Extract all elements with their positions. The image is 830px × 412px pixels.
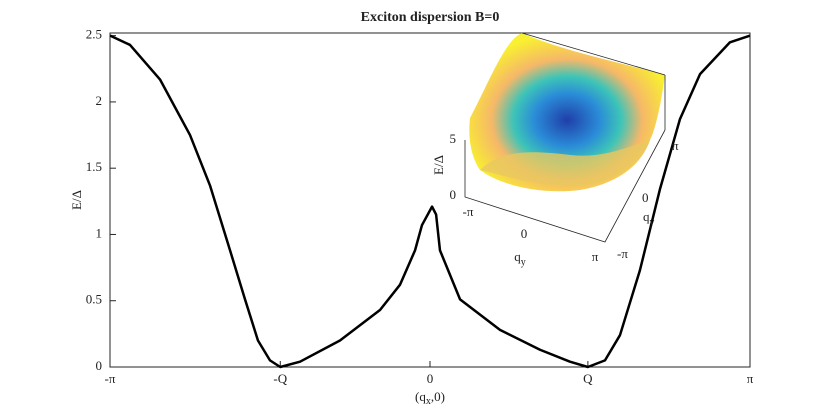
inset-z-tick: 5 (450, 131, 457, 146)
y-tick-label: 1 (96, 225, 103, 240)
y-tick-label: 2 (96, 93, 103, 108)
inset-z-tick: 0 (450, 187, 457, 202)
chart-title: Exciton dispersion B=0 (361, 10, 500, 25)
inset-label-sub: y (650, 217, 655, 228)
y-axis-label: E/Δ (69, 190, 84, 210)
inset-label-part: q (643, 209, 650, 224)
inset-front-tick: -π (463, 204, 474, 219)
inset-front-tick: 0 (521, 226, 528, 241)
inset-label-sub: y (521, 257, 526, 268)
x-tick-label: 0 (427, 371, 434, 386)
inset-side-tick: -π (617, 246, 628, 261)
inset-surface-edge (480, 140, 650, 186)
y-tick-label: 0 (96, 358, 103, 373)
x-axis-label-part: ,0) (431, 389, 445, 404)
inset-front-tick: π (592, 249, 599, 264)
inset: E/Δ 0 5 -π 0 π qy -π 0 π qy (431, 32, 679, 268)
inset-z-label: E/Δ (431, 155, 446, 175)
x-tick-label: -π (105, 371, 116, 386)
y-tick-label: 2.5 (86, 27, 102, 42)
inset-side-tick: π (672, 138, 679, 153)
line-series (109, 34, 751, 369)
inset-front-label: qy (514, 249, 526, 268)
x-axis-label: (qx,0) (415, 389, 445, 407)
y-tick-label: 1.5 (86, 159, 102, 174)
x-tick-label: -Q (273, 371, 287, 386)
x-axis-label-part: (q (415, 389, 426, 404)
x-tick-label: Q (583, 371, 593, 386)
y-tick-label: 0.5 (86, 292, 102, 307)
inset-side-label: qy (643, 209, 655, 228)
inset-box (464, 32, 666, 243)
inset-label-part: q (514, 249, 521, 264)
x-tick-label: π (747, 371, 754, 386)
x-axis-label-sub: x (426, 396, 431, 407)
inset-side-tick: 0 (642, 190, 649, 205)
